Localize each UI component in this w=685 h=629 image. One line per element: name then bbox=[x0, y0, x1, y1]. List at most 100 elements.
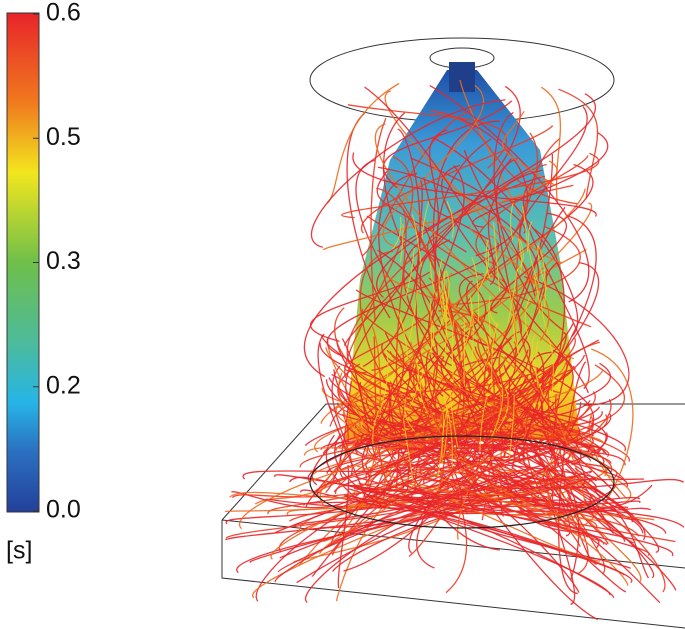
streamline bbox=[322, 160, 558, 251]
streamline bbox=[421, 206, 566, 467]
streamline bbox=[507, 286, 519, 350]
streamline bbox=[531, 335, 545, 398]
streamline bbox=[469, 482, 640, 537]
tick-label: 0.5 bbox=[46, 123, 81, 151]
streamline bbox=[388, 365, 575, 448]
streamline bbox=[421, 201, 430, 238]
streamline bbox=[343, 494, 625, 576]
streamline bbox=[353, 368, 560, 467]
streamline bbox=[388, 403, 406, 442]
streamline bbox=[345, 158, 512, 404]
streamline bbox=[455, 463, 627, 593]
streamline bbox=[547, 338, 554, 403]
streamline bbox=[516, 238, 524, 272]
streamline bbox=[510, 202, 514, 241]
streamline bbox=[557, 361, 587, 595]
streamline bbox=[444, 290, 448, 359]
streamline bbox=[467, 441, 495, 510]
streamline bbox=[355, 289, 595, 437]
streamline bbox=[383, 273, 496, 352]
streamline bbox=[479, 395, 488, 452]
streamline bbox=[344, 495, 594, 515]
streamline bbox=[438, 258, 446, 323]
streamline bbox=[487, 169, 543, 286]
streamline bbox=[507, 268, 518, 324]
streamline bbox=[314, 373, 428, 453]
streamline bbox=[451, 319, 455, 382]
streamline bbox=[522, 351, 545, 471]
streamline bbox=[397, 312, 409, 360]
streamline bbox=[511, 466, 567, 481]
streamline bbox=[326, 480, 537, 548]
streamline bbox=[547, 481, 578, 528]
tick-label: 0.0 bbox=[46, 496, 81, 524]
streamline bbox=[319, 342, 468, 450]
streamline bbox=[540, 299, 550, 335]
streamline bbox=[353, 443, 385, 457]
streamline bbox=[428, 165, 465, 367]
streamline bbox=[401, 493, 614, 599]
streamline bbox=[370, 118, 387, 322]
streamline bbox=[293, 489, 474, 528]
streamline bbox=[569, 495, 606, 575]
streamline bbox=[341, 466, 431, 487]
streamline bbox=[409, 359, 420, 407]
streamline bbox=[231, 467, 458, 499]
streamline bbox=[341, 441, 597, 500]
streamline bbox=[459, 295, 473, 362]
streamline bbox=[471, 256, 480, 323]
streamline bbox=[584, 498, 634, 544]
streamline bbox=[419, 239, 472, 403]
streamline bbox=[588, 413, 627, 500]
streamline bbox=[310, 99, 506, 248]
streamline bbox=[437, 391, 596, 510]
streamline bbox=[275, 463, 454, 534]
streamline bbox=[336, 338, 398, 456]
streamline bbox=[485, 239, 491, 279]
streamline bbox=[373, 336, 390, 485]
streamline bbox=[379, 348, 389, 413]
streamline bbox=[559, 494, 616, 513]
tick-label: 0.2 bbox=[46, 371, 81, 399]
tick-label: 0.3 bbox=[46, 247, 81, 275]
streamline bbox=[309, 271, 431, 343]
streamline bbox=[362, 489, 628, 512]
streamline bbox=[411, 432, 557, 497]
streamline bbox=[588, 496, 626, 542]
streamline bbox=[352, 152, 597, 217]
streamline bbox=[540, 86, 562, 204]
streamline bbox=[408, 289, 418, 342]
streamline bbox=[334, 433, 382, 507]
streamline bbox=[502, 110, 556, 186]
streamline bbox=[469, 224, 550, 341]
streamline bbox=[415, 180, 444, 397]
streamline bbox=[453, 470, 629, 587]
streamline bbox=[490, 212, 567, 314]
streamline bbox=[347, 104, 507, 169]
streamline bbox=[386, 349, 626, 482]
tick-label: 0.6 bbox=[46, 0, 81, 27]
unit-label: [s] bbox=[6, 537, 32, 565]
bottom-ring bbox=[309, 435, 615, 529]
streamline bbox=[366, 215, 487, 355]
streamline bbox=[523, 275, 630, 407]
colorbar: 0.6 0.5 0.3 0.2 0.0 bbox=[6, 0, 81, 524]
streamline bbox=[419, 361, 568, 475]
streamline bbox=[344, 155, 414, 379]
streamline bbox=[558, 88, 599, 199]
streamline bbox=[437, 410, 444, 477]
streamlines bbox=[224, 79, 685, 621]
streamline bbox=[239, 461, 370, 530]
streamline bbox=[490, 383, 504, 438]
streamline bbox=[543, 367, 556, 507]
streamline bbox=[524, 296, 531, 345]
streamline bbox=[437, 422, 527, 492]
streamline bbox=[517, 238, 523, 274]
streamline bbox=[487, 309, 491, 344]
streamline bbox=[475, 155, 589, 265]
streamline bbox=[493, 222, 501, 292]
streamline bbox=[364, 86, 523, 334]
streamline bbox=[397, 395, 610, 458]
streamline bbox=[434, 373, 468, 594]
